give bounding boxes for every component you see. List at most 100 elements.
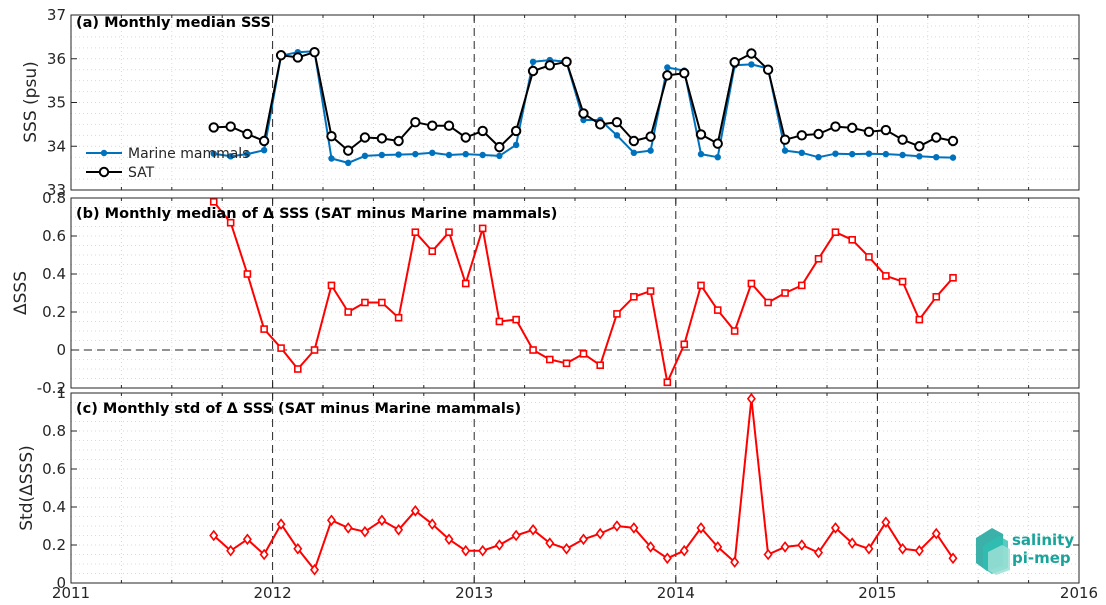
data-point bbox=[243, 270, 252, 278]
data-point bbox=[647, 147, 654, 154]
panel-b-series bbox=[209, 198, 957, 387]
panel-a-frame bbox=[70, 14, 1080, 191]
data-point bbox=[310, 346, 319, 354]
data-point bbox=[645, 131, 656, 142]
data-point bbox=[747, 279, 756, 288]
x-tick-label: 2015 bbox=[858, 584, 896, 602]
data-point bbox=[411, 228, 420, 236]
panel-a-y-ticks: 33 34 35 36 37 bbox=[47, 6, 1079, 199]
data-point bbox=[679, 67, 690, 79]
data-point bbox=[394, 313, 403, 322]
data-point bbox=[680, 340, 689, 349]
data-point bbox=[309, 46, 320, 58]
data-point bbox=[695, 129, 707, 140]
data-point bbox=[746, 48, 757, 59]
data-point bbox=[208, 122, 219, 133]
data-point bbox=[445, 228, 453, 236]
data-point bbox=[210, 150, 217, 157]
data-point bbox=[393, 135, 404, 147]
y-tick-label: 1 bbox=[56, 384, 66, 402]
data-point bbox=[378, 151, 386, 159]
data-point bbox=[376, 133, 388, 144]
data-point bbox=[646, 287, 655, 295]
data-point bbox=[949, 154, 957, 161]
data-point bbox=[327, 281, 336, 290]
panel-c-series bbox=[209, 393, 958, 576]
data-point bbox=[545, 537, 555, 549]
data-point bbox=[612, 520, 622, 532]
data-point bbox=[628, 135, 640, 147]
data-point bbox=[629, 522, 639, 534]
data-point bbox=[545, 355, 554, 364]
data-point bbox=[225, 121, 236, 132]
panel-c-grid bbox=[71, 393, 1079, 583]
data-point bbox=[443, 120, 455, 131]
logo-mark-icon bbox=[976, 528, 1010, 575]
data-point bbox=[428, 247, 437, 255]
data-point bbox=[914, 141, 925, 152]
data-point bbox=[714, 153, 721, 161]
panel-a-ylabel: SSS (psu) bbox=[21, 61, 41, 142]
data-point bbox=[947, 135, 959, 147]
data-point bbox=[510, 125, 522, 137]
x-axis-labels: 2011 2012 2013 2014 2015 2016 bbox=[52, 584, 1098, 602]
data-point bbox=[326, 130, 337, 142]
data-point bbox=[898, 542, 908, 555]
data-point bbox=[915, 315, 924, 324]
data-point bbox=[511, 529, 521, 542]
y-tick-label: 0.2 bbox=[42, 303, 66, 321]
data-point bbox=[562, 542, 572, 555]
data-point bbox=[495, 317, 504, 326]
data-point bbox=[227, 153, 234, 160]
data-point bbox=[578, 533, 588, 546]
panel-c: 0 0.2 0.4 0.6 0.8 1 (c) Monthly std of Δ SSS … bbox=[17, 384, 1080, 592]
data-point bbox=[779, 134, 791, 145]
data-point bbox=[712, 138, 723, 149]
data-point bbox=[797, 281, 806, 290]
data-point bbox=[361, 298, 369, 307]
data-point bbox=[697, 150, 705, 158]
data-point bbox=[226, 218, 235, 227]
data-point bbox=[359, 132, 371, 143]
data-point bbox=[544, 60, 555, 71]
data-point bbox=[595, 119, 606, 130]
data-point bbox=[580, 116, 587, 124]
data-point bbox=[763, 548, 773, 561]
data-point bbox=[260, 325, 268, 333]
logo-line2: pi-mep bbox=[1012, 549, 1071, 567]
data-point bbox=[293, 365, 302, 373]
data-point bbox=[461, 279, 470, 288]
data-point bbox=[427, 120, 438, 131]
data-point bbox=[848, 236, 857, 244]
data-point bbox=[410, 116, 421, 128]
legend-sat-marker bbox=[98, 166, 110, 178]
data-point bbox=[849, 150, 856, 158]
panel-a-grid bbox=[71, 15, 1079, 190]
panel-c-y-ticks: 0 0.2 0.4 0.6 0.8 1 bbox=[42, 384, 1079, 592]
y-tick-label: -0.2 bbox=[37, 379, 66, 397]
data-point bbox=[897, 134, 908, 145]
y-tick-label: 0.8 bbox=[42, 189, 66, 207]
data-point bbox=[344, 308, 353, 316]
data-point bbox=[310, 563, 320, 576]
y-tick-label: 37 bbox=[47, 6, 66, 24]
panel-b-grid bbox=[71, 198, 1079, 388]
x-tick-label: 2011 bbox=[52, 584, 90, 602]
y-tick-label: 34 bbox=[47, 137, 66, 155]
data-point bbox=[830, 121, 841, 132]
data-point bbox=[814, 255, 823, 263]
y-tick-label: 0.6 bbox=[42, 460, 66, 478]
salinity-pi-mep-logo: salinity pi-mep bbox=[976, 528, 1074, 575]
y-tick-label: 33 bbox=[47, 181, 66, 199]
data-point bbox=[664, 64, 671, 71]
y-tick-label: 0.8 bbox=[42, 422, 66, 440]
data-point bbox=[360, 525, 370, 538]
data-point bbox=[444, 533, 454, 546]
data-point bbox=[258, 135, 270, 147]
data-point bbox=[613, 132, 621, 139]
data-point bbox=[662, 70, 673, 81]
data-point bbox=[343, 145, 354, 156]
data-point bbox=[242, 533, 252, 546]
panel-b-frame bbox=[70, 197, 1080, 389]
legend-marine-mammals-label: Marine mammals bbox=[128, 146, 250, 162]
